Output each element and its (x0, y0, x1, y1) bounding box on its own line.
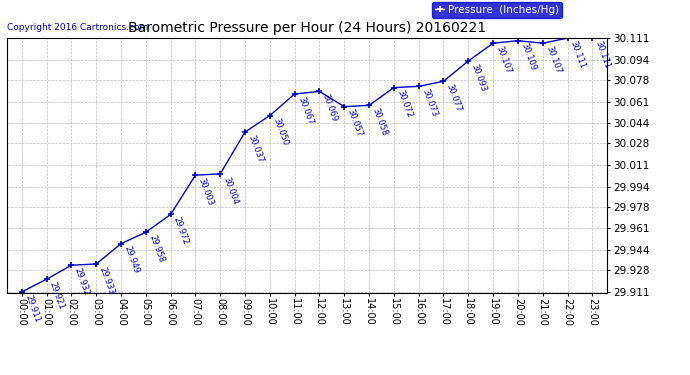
Pressure  (Inches/Hg) (340, 104, 348, 109)
Pressure  (Inches/Hg) (141, 230, 150, 234)
Line: Pressure  (Inches/Hg): Pressure (Inches/Hg) (19, 34, 595, 296)
Text: 29.958: 29.958 (147, 234, 166, 264)
Text: Copyright 2016 Cartronics.com: Copyright 2016 Cartronics.com (7, 23, 148, 32)
Text: 30.107: 30.107 (495, 45, 513, 75)
Text: 30.073: 30.073 (420, 88, 439, 118)
Text: 29.932: 29.932 (72, 267, 91, 297)
Pressure  (Inches/Hg) (464, 59, 473, 63)
Text: 30.109: 30.109 (520, 42, 538, 72)
Pressure  (Inches/Hg) (539, 41, 547, 45)
Text: 30.058: 30.058 (371, 107, 389, 137)
Pressure  (Inches/Hg) (241, 130, 249, 134)
Text: 30.077: 30.077 (445, 82, 463, 113)
Text: 30.037: 30.037 (246, 134, 265, 164)
Text: 30.111: 30.111 (593, 39, 612, 70)
Text: 30.067: 30.067 (296, 95, 315, 126)
Text: 29.921: 29.921 (48, 280, 66, 311)
Text: 30.004: 30.004 (221, 175, 240, 206)
Text: 29.972: 29.972 (172, 216, 190, 246)
Pressure  (Inches/Hg) (67, 263, 75, 267)
Pressure  (Inches/Hg) (266, 113, 274, 118)
Pressure  (Inches/Hg) (43, 277, 51, 281)
Legend: Pressure  (Inches/Hg): Pressure (Inches/Hg) (433, 2, 562, 18)
Text: 30.057: 30.057 (346, 108, 364, 138)
Pressure  (Inches/Hg) (191, 173, 199, 177)
Pressure  (Inches/Hg) (92, 262, 100, 266)
Pressure  (Inches/Hg) (415, 84, 423, 88)
Pressure  (Inches/Hg) (117, 242, 125, 246)
Pressure  (Inches/Hg) (315, 89, 324, 94)
Text: 30.107: 30.107 (544, 45, 562, 75)
Pressure  (Inches/Hg) (290, 92, 299, 96)
Pressure  (Inches/Hg) (390, 86, 398, 90)
Text: 29.933: 29.933 (97, 266, 116, 296)
Pressure  (Inches/Hg) (18, 290, 26, 294)
Pressure  (Inches/Hg) (588, 36, 596, 40)
Pressure  (Inches/Hg) (514, 38, 522, 43)
Text: 30.093: 30.093 (470, 62, 488, 93)
Pressure  (Inches/Hg) (216, 172, 224, 176)
Text: 30.050: 30.050 (271, 117, 290, 147)
Pressure  (Inches/Hg) (563, 36, 571, 40)
Text: 29.911: 29.911 (23, 293, 41, 324)
Text: 29.949: 29.949 (122, 245, 141, 275)
Pressure  (Inches/Hg) (166, 212, 175, 217)
Pressure  (Inches/Hg) (440, 79, 448, 84)
Pressure  (Inches/Hg) (365, 103, 373, 108)
Text: 30.111: 30.111 (569, 39, 587, 70)
Title: Barometric Pressure per Hour (24 Hours) 20160221: Barometric Pressure per Hour (24 Hours) … (128, 21, 486, 35)
Pressure  (Inches/Hg) (489, 41, 497, 45)
Text: 30.069: 30.069 (321, 93, 339, 123)
Text: 30.072: 30.072 (395, 89, 414, 120)
Text: 30.003: 30.003 (197, 177, 215, 207)
